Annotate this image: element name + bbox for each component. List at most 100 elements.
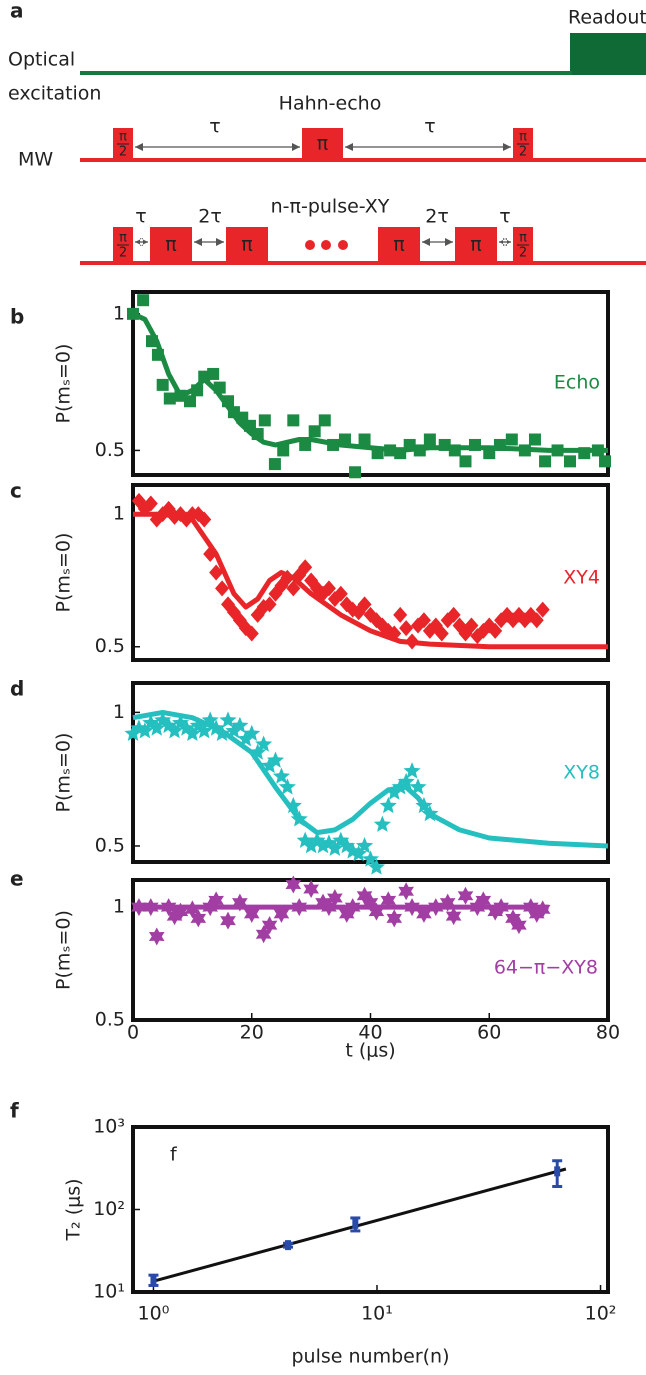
data-point <box>539 455 552 468</box>
data-point <box>213 381 226 394</box>
data-point <box>344 898 361 917</box>
data-point <box>534 900 551 919</box>
data-point <box>446 606 461 623</box>
data-point <box>384 444 397 457</box>
data-point <box>215 580 230 597</box>
data-point <box>321 580 336 597</box>
data-point <box>315 893 331 912</box>
data-point <box>299 438 312 451</box>
data-point <box>137 294 150 307</box>
data-point <box>148 927 165 946</box>
pulse-label: π <box>119 231 127 246</box>
data-point <box>184 395 196 408</box>
x-tick-label: 40 <box>358 1022 382 1044</box>
data-point <box>493 898 509 917</box>
data-point <box>357 596 372 613</box>
x-axis-label: t (μs) <box>345 1040 395 1062</box>
pulse-label: π <box>393 234 404 256</box>
series-label: XY4 <box>563 567 600 589</box>
data-point <box>183 724 201 742</box>
data-point <box>143 495 158 512</box>
data-point <box>505 909 521 928</box>
y-tick-label: 10² <box>93 1198 125 1220</box>
data-point <box>434 625 449 642</box>
plot-frame <box>131 1125 610 1294</box>
data-point <box>184 900 201 919</box>
y-axis-label: P(mₛ=0) <box>53 910 75 990</box>
data-point <box>280 569 295 586</box>
ellipsis-dot <box>305 240 315 250</box>
y-tick-label: 1 <box>113 896 125 918</box>
data-point <box>127 307 139 320</box>
delay-label: τ <box>209 116 220 138</box>
data-point <box>386 909 403 928</box>
annotation: f <box>170 1144 178 1166</box>
data-point <box>190 909 207 928</box>
data-point <box>249 743 267 760</box>
delay-label: τ <box>499 206 510 228</box>
data-point <box>160 898 177 917</box>
data-point <box>403 438 416 451</box>
y-axis-label: P(mₛ=0) <box>53 344 75 424</box>
delay-label: 2τ <box>425 206 449 228</box>
pulse-label: π <box>317 133 328 155</box>
data-point <box>349 466 362 479</box>
data-point <box>286 580 301 597</box>
data-point <box>191 384 204 397</box>
data-point <box>338 904 355 923</box>
data-point <box>379 796 397 814</box>
y-axis-label: T₂ (μs) <box>63 1178 85 1241</box>
y-tick-label: 1 <box>113 503 125 525</box>
x-tick-label: 10² <box>585 1303 617 1325</box>
data-point <box>232 893 248 912</box>
data-point <box>261 756 279 774</box>
data-point <box>291 898 308 917</box>
data-point <box>487 902 503 921</box>
ellipsis-dot <box>338 240 348 250</box>
data-point <box>298 559 313 576</box>
x-tick-label: 0 <box>127 1022 139 1044</box>
x-tick-label: 80 <box>596 1022 620 1044</box>
y-axis-label: P(mₛ=0) <box>53 533 75 613</box>
data-point <box>156 378 169 391</box>
data-point <box>413 444 426 457</box>
data-point <box>564 455 576 468</box>
data-point <box>399 620 414 637</box>
pulse <box>226 227 268 263</box>
data-point <box>469 438 481 451</box>
arrow-head <box>422 238 453 246</box>
pulse <box>455 227 497 263</box>
data-point <box>578 447 591 460</box>
data-point <box>483 447 496 460</box>
data-point <box>358 433 371 446</box>
data-point <box>308 425 321 438</box>
delay-label: τ <box>135 206 146 228</box>
y-tick-label: 10¹ <box>93 1281 125 1303</box>
series-label: Echo <box>554 372 600 394</box>
data-point <box>209 564 224 581</box>
ellipsis-dot <box>321 240 331 250</box>
data-point <box>367 858 385 875</box>
data-point <box>338 433 351 446</box>
data-point <box>439 893 456 912</box>
data-point <box>459 455 472 468</box>
data-point <box>403 762 421 779</box>
sequence-title: Hahn-echo <box>279 93 382 115</box>
data-point <box>445 907 462 926</box>
data-point <box>268 458 281 471</box>
data-point <box>528 433 541 446</box>
panel-label: e <box>10 867 24 891</box>
data-point <box>464 617 479 634</box>
x-tick-label: 20 <box>240 1022 264 1044</box>
data-point <box>278 778 296 795</box>
data-point <box>356 836 374 854</box>
data-point <box>327 889 343 908</box>
data-point <box>505 433 518 446</box>
data-point <box>404 898 420 917</box>
data-point <box>243 724 261 742</box>
pulse <box>378 227 420 263</box>
data-point <box>166 907 183 926</box>
data-point <box>416 904 432 923</box>
y-tick-label: 10³ <box>93 1116 125 1138</box>
